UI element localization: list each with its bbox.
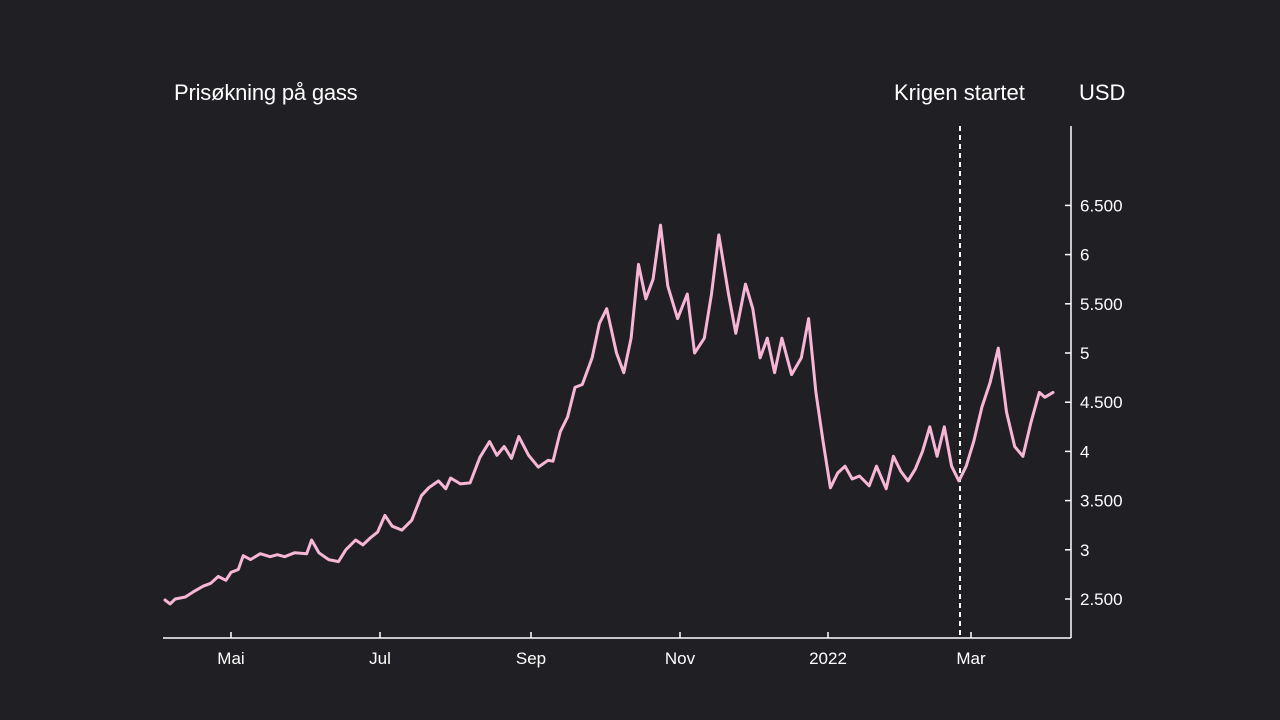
x-tick-label: Mai: [217, 649, 244, 668]
x-tick-label: Nov: [665, 649, 696, 668]
y-tick-label: 6.500: [1080, 196, 1123, 215]
y-tick-label: 5.500: [1080, 295, 1123, 314]
y-tick-label: 3: [1080, 541, 1089, 560]
x-tick-label: Mar: [956, 649, 986, 668]
y-tick-label: 4.500: [1080, 393, 1123, 412]
y-tick-label: 6: [1080, 246, 1089, 265]
y-tick-label: 5: [1080, 344, 1089, 363]
chart-title: Prisøkning på gass: [174, 80, 358, 105]
y-tick-label: 3.500: [1080, 492, 1123, 511]
series-line: [163, 223, 1055, 606]
y-tick-label: 4: [1080, 442, 1089, 461]
x-tick-label: 2022: [809, 649, 847, 668]
y-axis-unit: USD: [1079, 80, 1126, 105]
annotation-label: Krigen startet: [894, 80, 1025, 105]
x-tick-label: Sep: [516, 649, 546, 668]
x-axis-ticks: Mai Jul Sep Nov 2022 Mar: [217, 632, 986, 668]
y-axis-ticks: 2.500 3 3.500 4 4.500 5 5.500 6 6.500: [1065, 196, 1123, 609]
x-tick-label: Jul: [369, 649, 391, 668]
y-tick-label: 2.500: [1080, 590, 1123, 609]
